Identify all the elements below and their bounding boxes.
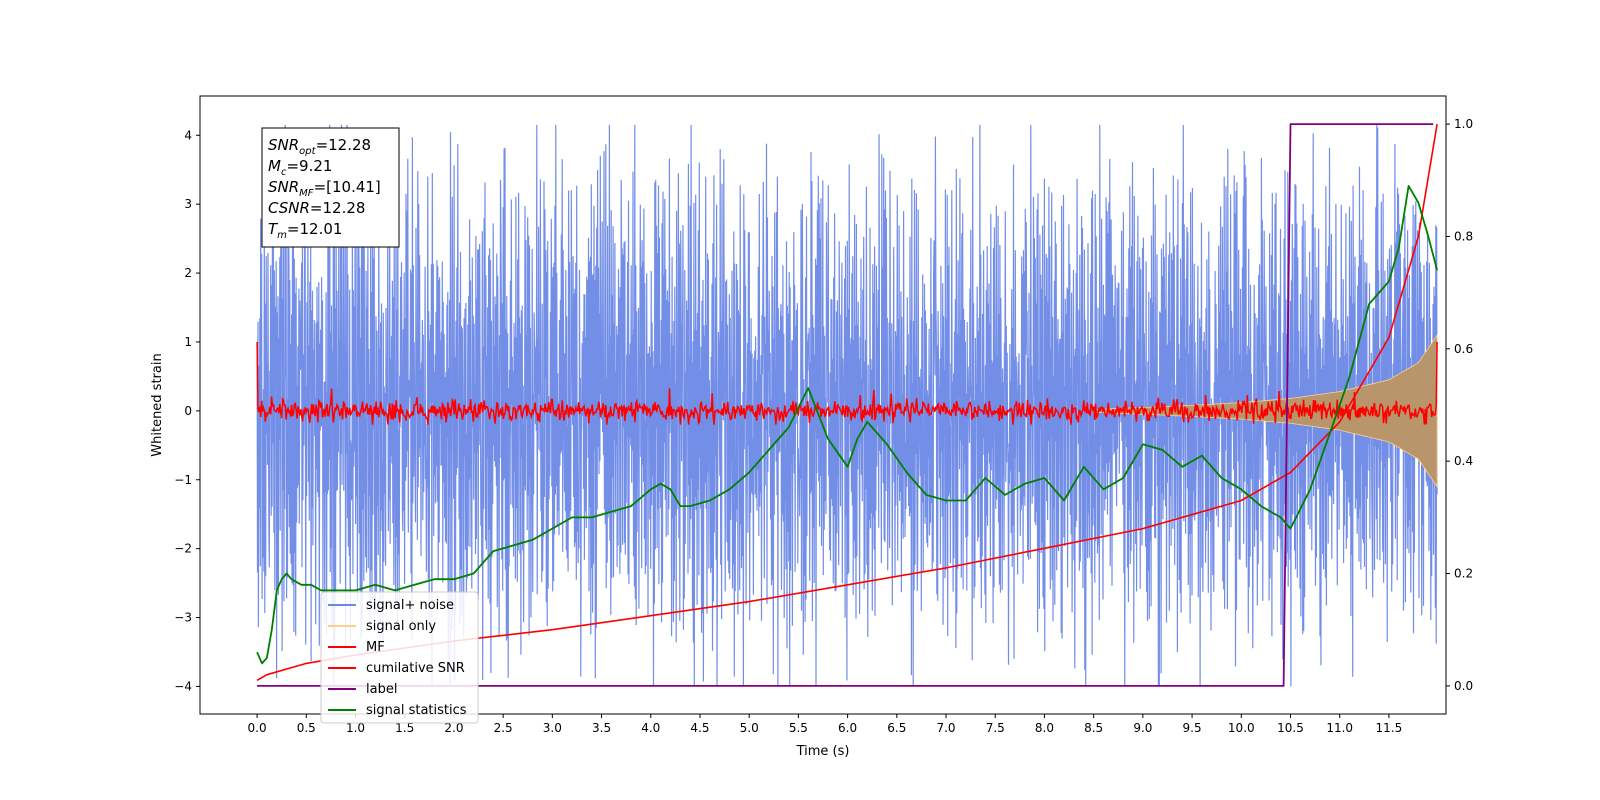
x-tick-label: 8.0 (1035, 721, 1054, 735)
annotation-symbol: SNR (268, 136, 299, 154)
y-right-tick-label: 0.0 (1454, 679, 1473, 693)
annotation-value: =12.28 (310, 199, 366, 217)
y-axis-label: Whitened strain (150, 353, 165, 456)
series-signal-noise (256, 124, 1438, 687)
x-tick-label: 3.0 (543, 721, 562, 735)
annotation-value: =[10.41] (314, 178, 381, 196)
x-tick-label: 5.5 (789, 721, 808, 735)
x-tick-label: 11.0 (1326, 721, 1353, 735)
legend: signal+ noise signal only MF cumilative SNR… (320, 591, 479, 724)
legend-label: cumilative SNR (366, 661, 465, 676)
x-tick-label: 11.5 (1376, 721, 1403, 735)
legend-label: MF (366, 640, 385, 655)
x-tick-label: 9.0 (1133, 721, 1152, 735)
x-tick-label: 7.5 (986, 721, 1005, 735)
annotation-subscript: c (281, 167, 287, 178)
annotation-line: Mc=9.21 (268, 157, 332, 178)
y-tick-label: 2 (184, 266, 192, 280)
x-tick-label: 7.0 (936, 721, 955, 735)
x-tick-label: 8.5 (1084, 721, 1103, 735)
plot-frame (199, 95, 1447, 715)
x-tick-label: 10.5 (1277, 721, 1304, 735)
legend-label: signal+ noise (366, 598, 454, 613)
y-tick-label: 4 (184, 128, 192, 142)
y-tick-label: −2 (174, 542, 192, 556)
y-right-tick-label: 0.4 (1454, 454, 1473, 468)
y-tick-label: −1 (174, 473, 192, 487)
annotation-symbol: CSNR (268, 199, 310, 217)
legend-frame (320, 591, 479, 724)
annotation-frame (261, 127, 400, 248)
x-tick-label: 1.5 (395, 721, 414, 735)
x-tick-label: 2.5 (494, 721, 513, 735)
legend-label: signal only (366, 619, 436, 634)
y-tick-label: 1 (184, 335, 192, 349)
x-tick-label: 10.0 (1228, 721, 1255, 735)
x-tick-label: 0.5 (297, 721, 316, 735)
stats-annotation-box: SNRopt=12.28Mc=9.21SNRMF=[10.41]CSNR=12.… (261, 127, 400, 248)
annotation-value: =12.28 (316, 136, 372, 154)
x-tick-label: 1.0 (346, 721, 365, 735)
annotation-value: =12.01 (287, 220, 343, 238)
y-tick-label: −3 (174, 611, 192, 625)
annotation-line: SNRMF=[10.41] (268, 178, 381, 199)
y-tick-label: −4 (174, 679, 192, 693)
x-tick-label: 5.0 (740, 721, 759, 735)
x-tick-label: 6.0 (838, 721, 857, 735)
x-tick-label: 4.0 (641, 721, 660, 735)
series-signal-statistics (256, 184, 1438, 665)
series-mf (256, 341, 1438, 426)
x-tick-label: 6.5 (887, 721, 906, 735)
legend-label: signal statistics (366, 703, 467, 718)
annotation-subscript: opt (299, 146, 316, 157)
y-tick-label: 3 (184, 197, 192, 211)
x-tick-label: 9.5 (1183, 721, 1202, 735)
annotation-symbol: SNR (268, 178, 299, 196)
x-axis: 0.0 0.5 1.0 1.5 2.0 2.5 3.0 3.5 4.0 4.5 5.0 5.5 6.0 6… (248, 714, 1403, 735)
annotation-subscript: MF (299, 188, 314, 199)
annotation-line: CSNR=12.28 (268, 199, 365, 217)
y-tick-label: 0 (184, 404, 192, 418)
series-label (257, 123, 1434, 687)
x-tick-label: 4.5 (690, 721, 709, 735)
y-right-tick-label: 0.8 (1454, 229, 1473, 243)
x-axis-label: Time (s) (796, 744, 850, 759)
y-axis-right: 0.0 0.2 0.4 0.6 0.8 1.0 (1446, 117, 1473, 693)
y-right-tick-label: 0.2 (1454, 567, 1473, 581)
annotation-symbol: M (268, 157, 281, 175)
x-tick-label: 2.0 (444, 721, 463, 735)
x-tick-label: 3.5 (592, 721, 611, 735)
y-right-tick-label: 0.6 (1454, 342, 1473, 356)
annotation-value: =9.21 (286, 157, 332, 175)
legend-label: label (366, 682, 397, 697)
y-right-tick-label: 1.0 (1454, 117, 1473, 131)
x-tick-label: 0.0 (248, 721, 267, 735)
annotation-line: Tm=12.01 (268, 220, 342, 241)
annotation-line: SNRopt=12.28 (268, 136, 371, 157)
y-axis-left: −4 −3 −2 −1 0 1 2 3 4 (174, 128, 200, 693)
annotation-symbol: T (268, 220, 279, 238)
annotation-subscript: m (277, 230, 287, 241)
